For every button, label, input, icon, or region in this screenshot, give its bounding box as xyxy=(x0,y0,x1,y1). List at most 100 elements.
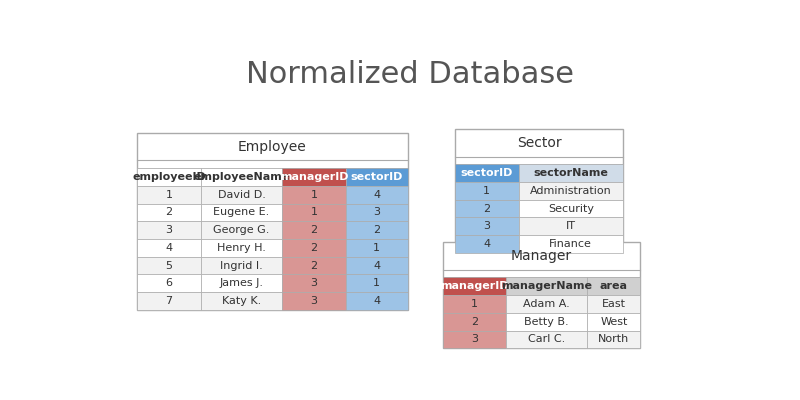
Bar xyxy=(346,221,408,239)
Bar xyxy=(506,295,587,313)
Bar xyxy=(587,295,640,313)
Bar xyxy=(455,218,518,235)
Text: 3: 3 xyxy=(373,207,380,217)
Text: Katy K.: Katy K. xyxy=(222,296,261,306)
Bar xyxy=(138,292,201,310)
Bar xyxy=(518,218,623,235)
Bar xyxy=(442,278,506,295)
Text: employeeID: employeeID xyxy=(132,172,206,182)
Bar xyxy=(282,168,346,186)
Text: area: area xyxy=(600,281,628,291)
Bar xyxy=(201,274,282,292)
Text: 3: 3 xyxy=(471,334,478,344)
Text: 1: 1 xyxy=(310,207,318,217)
Text: 6: 6 xyxy=(166,278,173,288)
Bar xyxy=(455,200,518,218)
Bar xyxy=(201,221,282,239)
Bar xyxy=(587,278,640,295)
Bar xyxy=(282,292,346,310)
Text: 2: 2 xyxy=(310,243,318,253)
Bar xyxy=(518,164,623,182)
Bar xyxy=(138,204,201,221)
Bar xyxy=(282,274,346,292)
Text: Betty B.: Betty B. xyxy=(525,317,569,327)
Bar xyxy=(201,168,282,186)
Bar xyxy=(455,182,518,200)
Bar xyxy=(138,221,201,239)
Text: 7: 7 xyxy=(166,296,173,306)
Text: 1: 1 xyxy=(373,243,380,253)
Text: Carl C.: Carl C. xyxy=(528,334,566,344)
Text: Finance: Finance xyxy=(550,239,592,249)
Bar xyxy=(506,330,587,348)
Bar xyxy=(346,168,408,186)
Bar xyxy=(587,313,640,330)
Text: managerID: managerID xyxy=(440,281,509,291)
Bar xyxy=(346,292,408,310)
Text: 4: 4 xyxy=(373,260,380,270)
Bar xyxy=(282,186,346,204)
Text: Normalized Database: Normalized Database xyxy=(246,60,574,90)
Bar xyxy=(518,200,623,218)
Bar xyxy=(138,186,201,204)
Bar xyxy=(346,204,408,221)
Bar xyxy=(346,186,408,204)
Text: Administration: Administration xyxy=(530,186,612,196)
Bar xyxy=(282,221,346,239)
Text: employeeName: employeeName xyxy=(194,172,290,182)
Text: IT: IT xyxy=(566,221,576,231)
Text: 1: 1 xyxy=(310,190,318,200)
Text: Manager: Manager xyxy=(510,249,572,263)
Text: sectorID: sectorID xyxy=(350,172,403,182)
Bar xyxy=(201,204,282,221)
Text: 3: 3 xyxy=(166,225,173,235)
Text: George G.: George G. xyxy=(214,225,270,235)
Text: Adam A.: Adam A. xyxy=(523,299,570,309)
Text: James J.: James J. xyxy=(219,278,263,288)
Text: 2: 2 xyxy=(470,317,478,327)
Bar xyxy=(201,257,282,274)
Text: managerName: managerName xyxy=(502,281,592,291)
Text: East: East xyxy=(602,299,626,309)
Bar xyxy=(442,313,506,330)
Bar xyxy=(506,313,587,330)
Text: David D.: David D. xyxy=(218,190,266,200)
Text: managerID: managerID xyxy=(280,172,348,182)
Text: Security: Security xyxy=(548,204,594,214)
Bar xyxy=(455,235,518,253)
Text: 3: 3 xyxy=(310,296,318,306)
Text: 1: 1 xyxy=(373,278,380,288)
Bar xyxy=(138,239,201,257)
Bar xyxy=(201,292,282,310)
Bar xyxy=(201,186,282,204)
Bar xyxy=(346,257,408,274)
Bar xyxy=(587,330,640,348)
Text: 3: 3 xyxy=(483,221,490,231)
Text: 2: 2 xyxy=(373,225,380,235)
Text: 1: 1 xyxy=(483,186,490,196)
Bar xyxy=(442,330,506,348)
Text: 2: 2 xyxy=(310,260,318,270)
Bar xyxy=(282,257,346,274)
Text: 4: 4 xyxy=(373,190,380,200)
Text: 5: 5 xyxy=(166,260,173,270)
Bar xyxy=(138,133,408,310)
Bar xyxy=(455,129,623,253)
Bar xyxy=(455,164,518,182)
Text: 4: 4 xyxy=(166,243,173,253)
Text: 3: 3 xyxy=(310,278,318,288)
Bar xyxy=(282,239,346,257)
Bar xyxy=(506,278,587,295)
Bar xyxy=(518,182,623,200)
Text: Employee: Employee xyxy=(238,140,307,154)
Text: Eugene E.: Eugene E. xyxy=(214,207,270,217)
Text: 2: 2 xyxy=(310,225,318,235)
Bar xyxy=(138,168,201,186)
Text: 2: 2 xyxy=(166,207,173,217)
Bar xyxy=(201,239,282,257)
Text: West: West xyxy=(600,317,627,327)
Bar xyxy=(442,295,506,313)
Text: Sector: Sector xyxy=(517,136,562,150)
Text: 1: 1 xyxy=(471,299,478,309)
Text: sectorName: sectorName xyxy=(534,168,608,178)
